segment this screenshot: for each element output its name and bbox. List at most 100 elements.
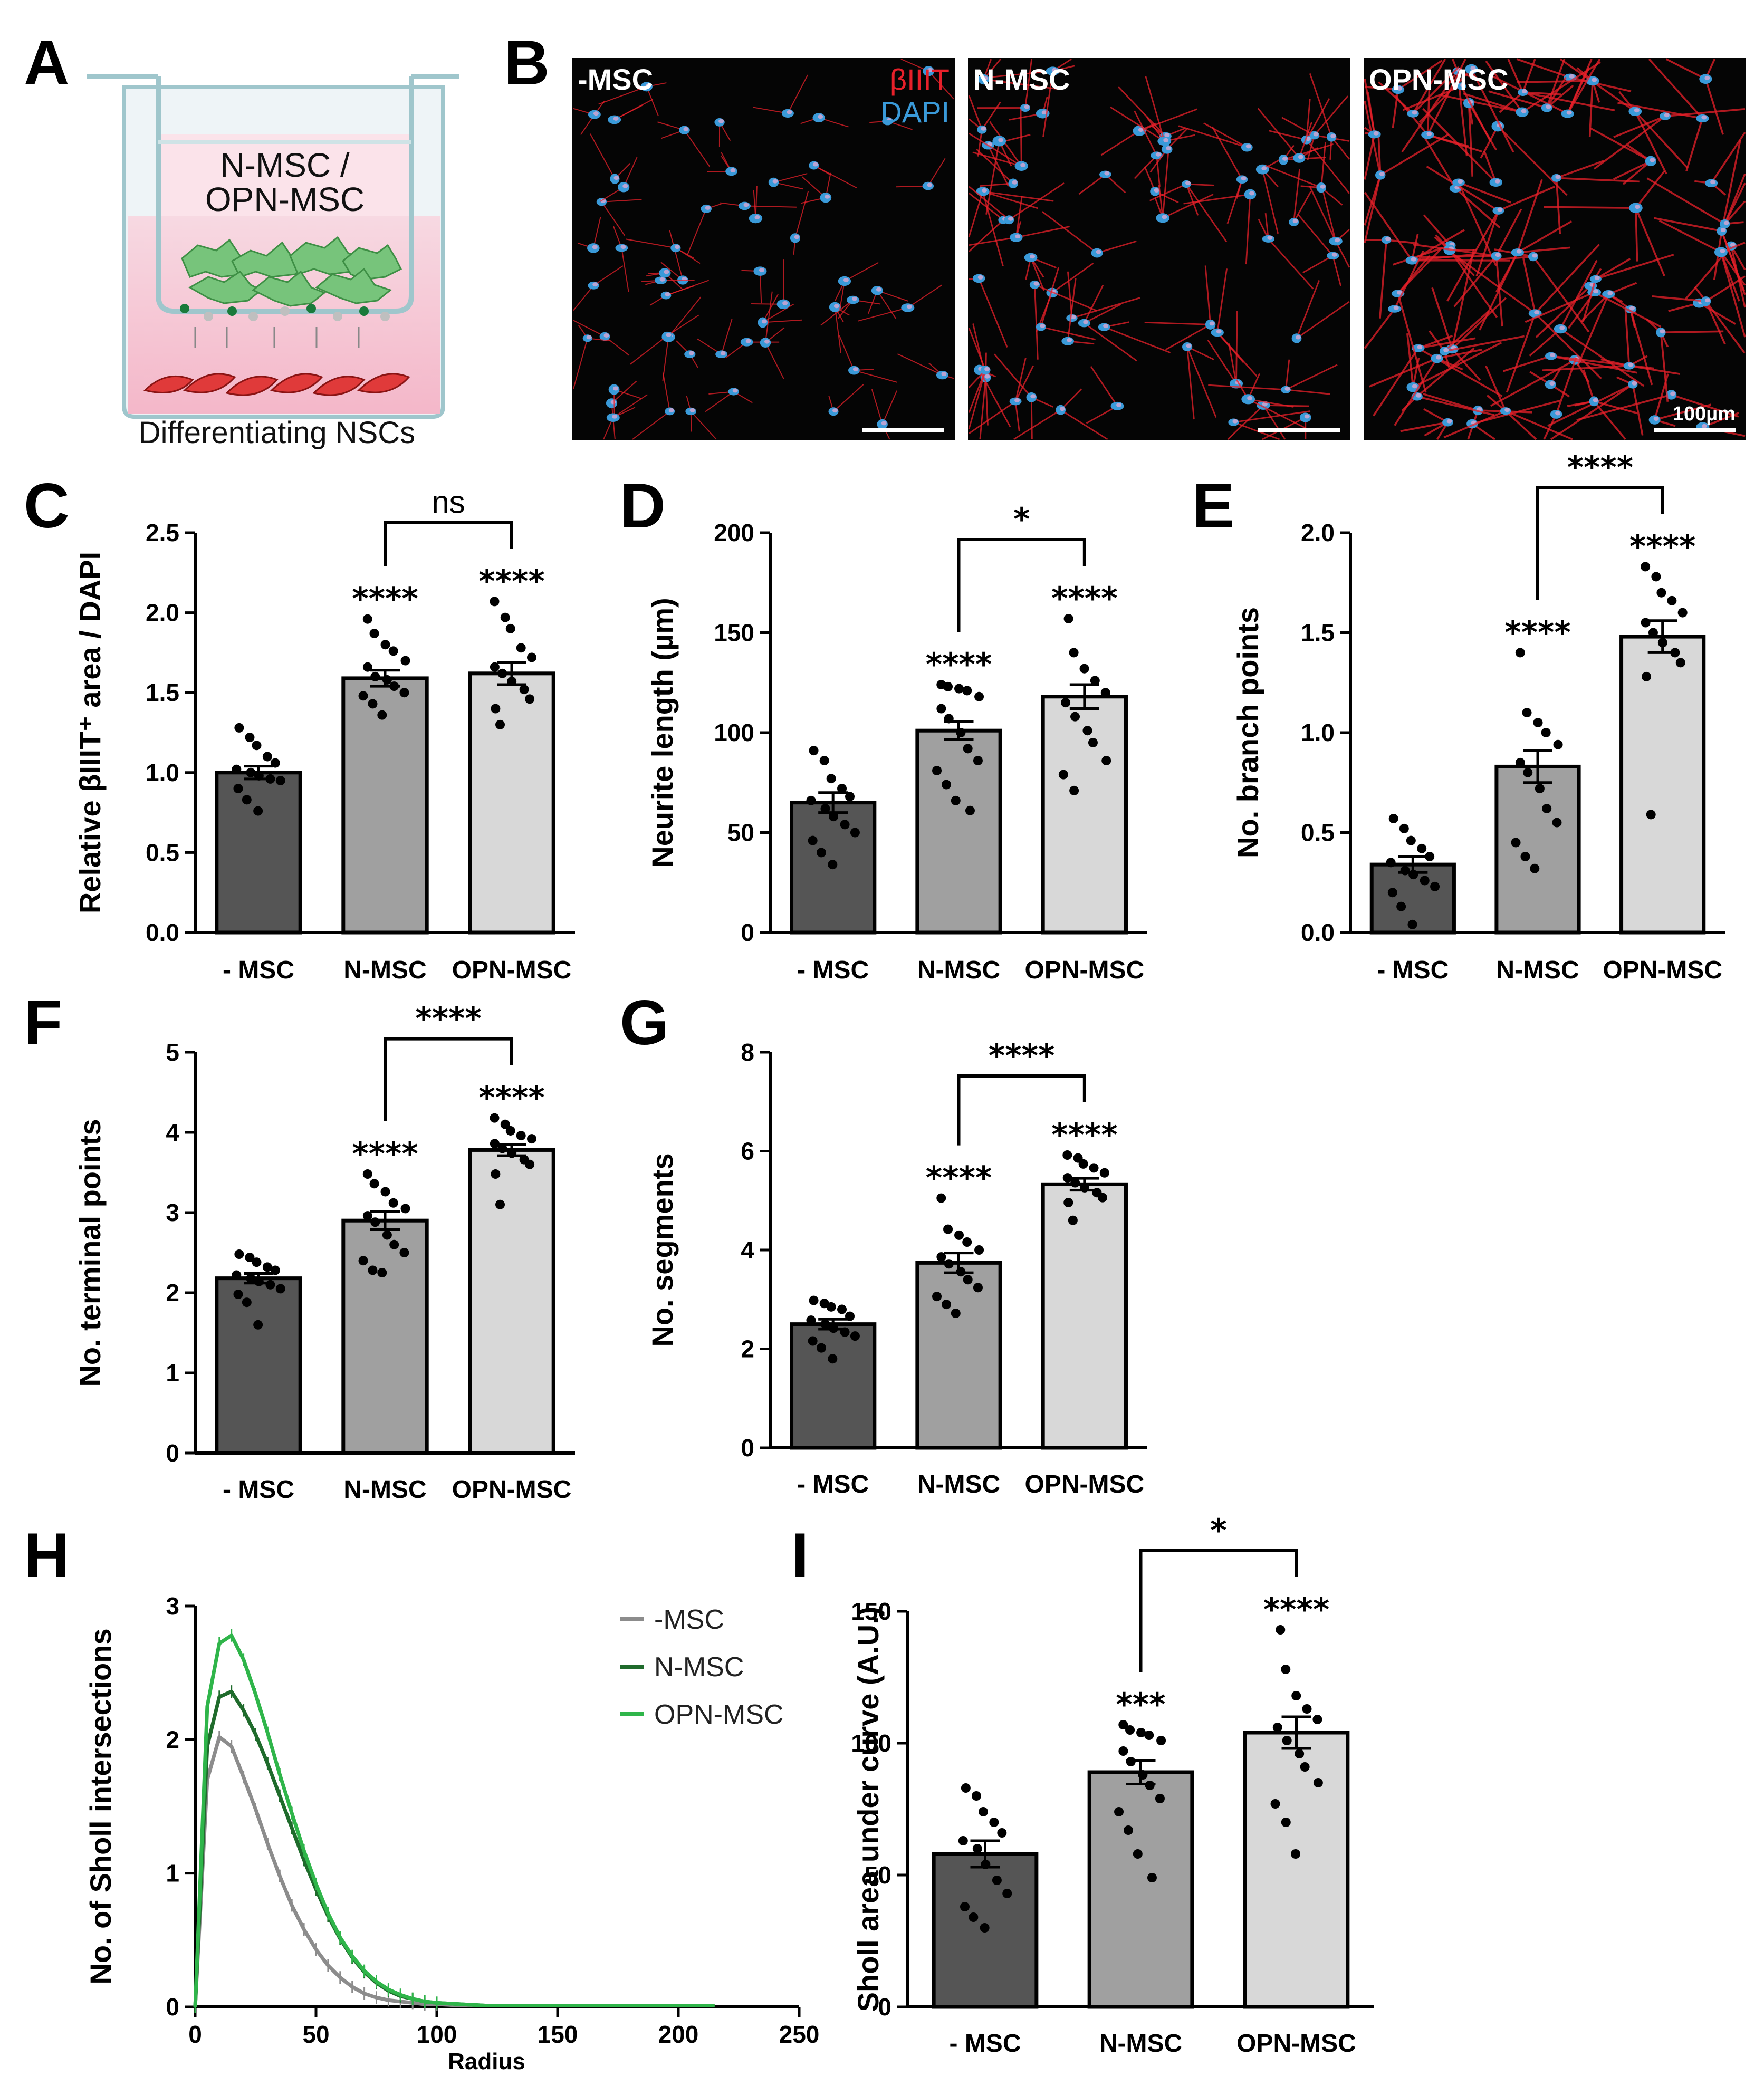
data-point: [1114, 1807, 1124, 1816]
neurite: [666, 314, 699, 337]
neurite: [1186, 346, 1215, 361]
category-label: N-MSC: [343, 1476, 426, 1504]
neurite: [1635, 208, 1638, 262]
soma: [1241, 176, 1247, 181]
data-point: [232, 764, 242, 774]
category-label: - MSC: [950, 2030, 1021, 2058]
neurite: [1488, 90, 1547, 109]
y-tick-label: 4: [741, 1236, 754, 1264]
data-point: [1399, 823, 1409, 833]
data-point: [1535, 784, 1545, 794]
soma: [1282, 156, 1288, 161]
data-point: [495, 1199, 505, 1209]
bracket-label: *: [1013, 501, 1030, 538]
neurite: [1364, 191, 1413, 261]
soma: [1532, 253, 1538, 258]
data-point: [242, 795, 252, 805]
data-point: [828, 860, 838, 870]
data-point: [490, 1139, 500, 1149]
neurite: [1470, 69, 1514, 153]
comparison-bracket: [384, 521, 513, 566]
neurite: [1570, 76, 1632, 93]
neurite: [1332, 255, 1341, 286]
soma: [1550, 353, 1556, 358]
neurite: [630, 335, 668, 365]
y-tick-label: 0: [878, 1993, 891, 2021]
neurite: [744, 205, 797, 208]
data-point: [1642, 671, 1652, 681]
y-tick-label: 4: [166, 1119, 179, 1146]
data-point: [1270, 1799, 1280, 1809]
neurite: [989, 121, 1022, 167]
neurite: [1186, 347, 1195, 420]
bar: [1087, 1770, 1194, 2009]
data-point: [234, 723, 244, 733]
neurite: [1559, 58, 1636, 112]
neurite: [1009, 182, 1065, 220]
data-point: [951, 1309, 961, 1318]
neurite: [977, 129, 983, 157]
data-point: [1147, 1873, 1157, 1882]
data-point: [1386, 858, 1396, 868]
data-point: [491, 704, 501, 714]
neurite: [1364, 308, 1396, 349]
soma: [1660, 329, 1665, 334]
soma: [1385, 236, 1391, 241]
neurite: [1014, 358, 1027, 402]
data-point: [1144, 1731, 1154, 1740]
soma: [1103, 324, 1109, 329]
data-point: [1097, 1193, 1107, 1203]
neurite: [1550, 355, 1637, 374]
y-tick-label: 0: [166, 1993, 179, 2021]
y-tick-label: 0.0: [1301, 919, 1335, 946]
soma: [1701, 115, 1707, 120]
neurite: [979, 369, 1011, 427]
y-tick-label: 1.0: [146, 759, 179, 786]
x-tick-label: 100: [417, 2021, 457, 2048]
neurite: [1335, 241, 1350, 268]
soma: [772, 179, 778, 184]
neurite: [721, 319, 733, 354]
soma: [720, 351, 726, 355]
neurite: [1185, 184, 1228, 242]
neurite: [1320, 142, 1327, 188]
neurite: [1149, 183, 1187, 201]
soma: [586, 335, 592, 340]
data-point: [382, 1230, 392, 1240]
data-point: [1646, 810, 1656, 820]
neurite: [871, 389, 883, 425]
neurite: [1034, 284, 1039, 360]
soma: [794, 235, 800, 239]
data-point: [1552, 818, 1562, 828]
data-point: [1396, 901, 1406, 911]
bracket-label: ns: [432, 484, 465, 520]
data-point: [1511, 838, 1521, 848]
soma: [1569, 74, 1575, 79]
neurite: [1418, 337, 1476, 349]
neurite: [1268, 130, 1307, 141]
data-point: [932, 766, 942, 776]
soma: [1629, 306, 1635, 311]
neurite: [1104, 326, 1171, 353]
soma: [1155, 152, 1161, 157]
neurite: [623, 157, 638, 188]
x-tick-label: 0: [188, 2021, 202, 2048]
data-point: [965, 805, 975, 815]
data-point: [253, 806, 263, 816]
data-point: [232, 1270, 242, 1280]
chart-d: 0 50 100 150 200 Neurite length (µm) - MSC N-MS…: [646, 501, 1147, 984]
micrograph-label-1: -MSC: [578, 63, 653, 96]
soma: [1704, 298, 1710, 303]
data-point: [1272, 1723, 1282, 1732]
data-point: [265, 1280, 275, 1290]
soma: [1024, 104, 1030, 109]
data-point: [1667, 595, 1677, 605]
data-point: [956, 1267, 966, 1277]
data-point: [980, 1923, 990, 1933]
data-point: [490, 597, 500, 607]
data-point: [1079, 664, 1089, 674]
data-point: [242, 1297, 252, 1308]
data-point: [525, 694, 535, 704]
neurite: [1702, 412, 1739, 428]
